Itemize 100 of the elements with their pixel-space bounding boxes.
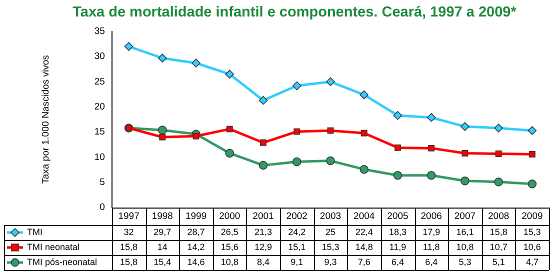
x-tick-label: 2005 bbox=[387, 210, 408, 222]
legend-label: TMI neonatal bbox=[27, 242, 80, 252]
data-label: 5,1 bbox=[492, 256, 505, 267]
data-label: 7,6 bbox=[358, 256, 370, 267]
data-label: 14,8 bbox=[355, 242, 373, 252]
point bbox=[426, 113, 436, 122]
data-label: 28,7 bbox=[187, 226, 205, 237]
point bbox=[292, 157, 302, 166]
point bbox=[393, 111, 402, 120]
data-label: 29,7 bbox=[154, 226, 172, 237]
data-label: 14,2 bbox=[187, 242, 205, 252]
point bbox=[192, 58, 200, 68]
point bbox=[326, 77, 335, 86]
x-tick-label: 2007 bbox=[454, 210, 476, 222]
data-label: 15,4 bbox=[154, 256, 172, 267]
data-label: 15,3 bbox=[322, 242, 340, 252]
data-label: 32 bbox=[124, 226, 134, 237]
data-label: 14 bbox=[157, 242, 168, 252]
x-tick-label: 1997 bbox=[118, 210, 140, 222]
x-tick-label: 1999 bbox=[185, 210, 207, 222]
data-label: 12,9 bbox=[254, 242, 272, 252]
chart-title: Taxa de mortalidade infantil e componentes. Ceará, 1997 a 2009* bbox=[72, 4, 517, 21]
x-tick-label: 2001 bbox=[252, 210, 274, 222]
data-label: 18,3 bbox=[388, 226, 406, 237]
point bbox=[258, 160, 268, 170]
point bbox=[258, 96, 268, 105]
y-tick-label: 20 bbox=[94, 102, 105, 113]
data-label: 25 bbox=[325, 226, 336, 237]
data-label: 9,3 bbox=[324, 256, 337, 267]
point bbox=[394, 144, 401, 151]
point bbox=[192, 132, 200, 140]
point bbox=[292, 81, 302, 90]
data-label: 15,1 bbox=[288, 242, 306, 252]
point bbox=[528, 180, 537, 188]
y-tick-label: 0 bbox=[100, 202, 105, 214]
x-tick-label: 2002 bbox=[286, 210, 308, 222]
x-tick-label: 2000 bbox=[219, 210, 240, 222]
data-label: 10,7 bbox=[490, 242, 508, 252]
data-label: 11,8 bbox=[422, 242, 440, 252]
data-label: 16,1 bbox=[456, 226, 474, 237]
y-axis-title: Taxa por 1.000 Nascidos vivos bbox=[40, 54, 52, 184]
point bbox=[360, 130, 368, 136]
y-tick-label: 15 bbox=[94, 126, 105, 138]
y-tick-label: 25 bbox=[94, 76, 105, 88]
data-label: 15,8 bbox=[120, 256, 138, 267]
data-label: 10,8 bbox=[456, 242, 474, 252]
point bbox=[260, 139, 266, 146]
point bbox=[159, 134, 166, 140]
x-tick-label: 2006 bbox=[420, 210, 442, 222]
data-label: 8,4 bbox=[256, 256, 270, 267]
data-label: 15,8 bbox=[490, 226, 508, 237]
data-label: 15,8 bbox=[120, 242, 138, 252]
point bbox=[494, 178, 503, 186]
point bbox=[360, 90, 368, 100]
point bbox=[462, 150, 468, 156]
data-label: 14,6 bbox=[187, 256, 205, 267]
y-tick-label: 30 bbox=[94, 51, 105, 62]
data-label: 10,8 bbox=[220, 256, 238, 267]
x-tick-label: 2009 bbox=[522, 210, 543, 222]
data-label: 5,3 bbox=[458, 256, 472, 267]
y-tick-label: 10 bbox=[94, 152, 105, 163]
data-label: 22,4 bbox=[355, 226, 373, 237]
point bbox=[158, 54, 167, 62]
y-tick-label: 5 bbox=[100, 177, 105, 188]
point bbox=[495, 150, 502, 157]
data-label: 26,5 bbox=[220, 226, 238, 237]
x-tick-label: 2008 bbox=[488, 210, 510, 222]
point bbox=[428, 144, 435, 152]
data-label: 24,2 bbox=[288, 226, 306, 237]
legend-label: TMI bbox=[27, 226, 42, 237]
data-label: 17,9 bbox=[422, 226, 440, 237]
point bbox=[225, 148, 234, 158]
point bbox=[360, 164, 368, 174]
data-label: 15,3 bbox=[523, 226, 541, 237]
x-tick-label: 2004 bbox=[354, 210, 375, 222]
point bbox=[326, 156, 335, 166]
point bbox=[294, 128, 300, 135]
point bbox=[528, 151, 536, 158]
point bbox=[460, 122, 470, 131]
point bbox=[426, 170, 436, 180]
x-tick-label: 1998 bbox=[152, 210, 173, 222]
point bbox=[225, 70, 234, 79]
point bbox=[124, 42, 134, 51]
point bbox=[528, 126, 537, 135]
data-label: 11,9 bbox=[389, 242, 406, 252]
data-label: 6,4 bbox=[425, 256, 438, 267]
legend-label: TMI pós-neonatal bbox=[27, 256, 98, 267]
y-tick-label: 35 bbox=[94, 26, 105, 38]
data-label: 9,1 bbox=[290, 256, 304, 267]
data-label: 4,7 bbox=[526, 256, 538, 267]
x-tick-label: 2003 bbox=[320, 210, 342, 222]
point bbox=[158, 126, 167, 134]
data-label: 21,3 bbox=[254, 226, 272, 237]
data-label: 6,4 bbox=[391, 256, 404, 267]
data-label: 10,6 bbox=[523, 242, 541, 252]
point bbox=[226, 126, 233, 132]
point bbox=[494, 124, 503, 132]
point bbox=[393, 170, 402, 180]
point bbox=[327, 127, 334, 134]
point bbox=[460, 176, 470, 186]
